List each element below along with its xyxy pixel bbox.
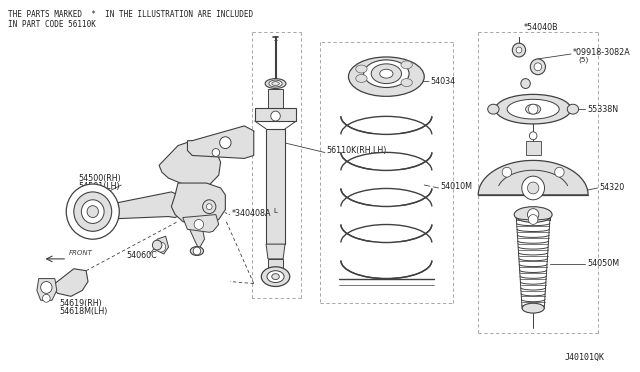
Ellipse shape <box>401 78 412 87</box>
Circle shape <box>516 47 522 53</box>
Text: 54619(RH): 54619(RH) <box>60 299 102 308</box>
Circle shape <box>534 63 541 71</box>
Ellipse shape <box>525 104 541 114</box>
Ellipse shape <box>380 69 393 78</box>
Ellipse shape <box>267 271 284 283</box>
Circle shape <box>203 200 216 214</box>
Text: 56110K(RH,LH): 56110K(RH,LH) <box>326 146 387 155</box>
Polygon shape <box>90 192 183 219</box>
Text: 54034: 54034 <box>431 77 456 86</box>
Ellipse shape <box>567 104 579 114</box>
Ellipse shape <box>514 207 552 222</box>
Circle shape <box>81 200 104 224</box>
Circle shape <box>66 184 119 239</box>
Polygon shape <box>172 183 225 227</box>
Ellipse shape <box>269 80 282 87</box>
Polygon shape <box>255 108 296 121</box>
Polygon shape <box>268 89 283 111</box>
Circle shape <box>555 167 564 177</box>
Text: 54060C: 54060C <box>126 251 157 260</box>
Text: FRONT: FRONT <box>69 250 93 256</box>
Text: (5): (5) <box>579 57 589 63</box>
Circle shape <box>522 176 545 200</box>
Polygon shape <box>525 141 541 155</box>
Circle shape <box>194 219 204 230</box>
Circle shape <box>527 209 539 221</box>
Polygon shape <box>266 244 285 259</box>
Circle shape <box>87 206 99 218</box>
Circle shape <box>529 104 538 114</box>
Polygon shape <box>183 215 219 232</box>
Text: 54501(LH): 54501(LH) <box>79 182 120 190</box>
Circle shape <box>42 294 50 302</box>
Circle shape <box>193 247 201 255</box>
Circle shape <box>41 282 52 294</box>
Text: 54320: 54320 <box>600 183 625 192</box>
Circle shape <box>502 167 511 177</box>
Polygon shape <box>478 160 588 195</box>
Ellipse shape <box>261 267 290 286</box>
Ellipse shape <box>272 81 279 86</box>
Circle shape <box>512 43 525 57</box>
Text: 54500(RH): 54500(RH) <box>79 174 122 183</box>
Ellipse shape <box>272 274 279 280</box>
Circle shape <box>156 242 166 252</box>
Polygon shape <box>268 259 283 271</box>
Text: *09918-3082A: *09918-3082A <box>573 48 630 57</box>
Text: J40101QK: J40101QK <box>564 353 604 362</box>
Ellipse shape <box>364 60 409 87</box>
Ellipse shape <box>265 78 286 89</box>
Ellipse shape <box>190 247 204 256</box>
Circle shape <box>74 192 112 231</box>
Polygon shape <box>50 269 88 296</box>
Polygon shape <box>159 141 221 188</box>
Circle shape <box>207 204 212 210</box>
Circle shape <box>529 215 538 224</box>
Circle shape <box>212 148 220 157</box>
Circle shape <box>152 240 162 250</box>
Polygon shape <box>37 279 57 300</box>
Text: *54040B: *54040B <box>524 23 558 32</box>
Polygon shape <box>188 224 205 249</box>
Text: 54050M: 54050M <box>587 259 620 268</box>
Text: L: L <box>274 208 278 214</box>
Ellipse shape <box>348 57 424 96</box>
Ellipse shape <box>356 74 367 82</box>
Circle shape <box>531 59 545 75</box>
Polygon shape <box>188 126 253 158</box>
Ellipse shape <box>495 94 571 124</box>
Text: 54010M: 54010M <box>440 183 472 192</box>
Ellipse shape <box>401 61 412 69</box>
Ellipse shape <box>371 64 401 84</box>
Ellipse shape <box>356 65 367 73</box>
Text: 54618M(LH): 54618M(LH) <box>60 307 108 315</box>
Polygon shape <box>266 129 285 244</box>
Circle shape <box>529 132 537 140</box>
Ellipse shape <box>488 104 499 114</box>
Text: THE PARTS MARKED  *  IN THE ILLUSTRATION ARE INCLUDED
IN PART CODE 56110K: THE PARTS MARKED * IN THE ILLUSTRATION A… <box>8 10 253 29</box>
Circle shape <box>271 111 280 121</box>
Text: *340408A: *340408A <box>232 209 271 218</box>
Circle shape <box>220 137 231 148</box>
Circle shape <box>521 78 531 89</box>
Circle shape <box>527 182 539 194</box>
Ellipse shape <box>507 99 559 119</box>
Polygon shape <box>154 236 168 254</box>
Ellipse shape <box>522 303 544 313</box>
Text: 55338N: 55338N <box>587 105 618 114</box>
